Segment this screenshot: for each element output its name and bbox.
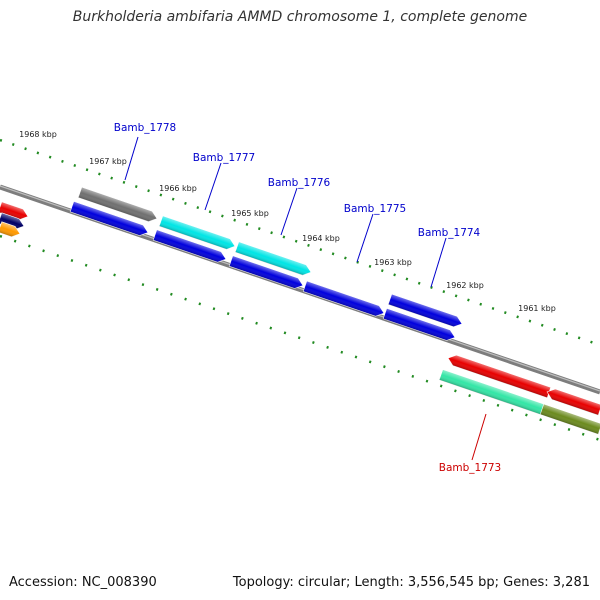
gene-arrow-olive[interactable] bbox=[539, 403, 600, 435]
leader-line-bamb-1774 bbox=[430, 237, 447, 288]
gene-arrow-blue-2[interactable] bbox=[152, 229, 228, 265]
kbp-tick-label: 1962 kbp bbox=[446, 281, 484, 290]
gene-label-bamb-1777[interactable]: Bamb_1777 bbox=[193, 152, 256, 164]
gene-arrow-blue-3[interactable] bbox=[228, 255, 305, 291]
gene-arrow-blue-1[interactable] bbox=[69, 201, 150, 237]
gene-label-bamb-1776[interactable]: Bamb_1776 bbox=[268, 177, 331, 189]
gene-arrow-left-red[interactable] bbox=[0, 201, 30, 222]
leader-line-bamb-1773 bbox=[471, 413, 487, 461]
gene-arrow-left-orange[interactable] bbox=[0, 221, 22, 239]
gene-arrow-red-reverse-2[interactable] bbox=[545, 387, 600, 416]
gene-label-bamb-1774[interactable]: Bamb_1774 bbox=[418, 227, 481, 239]
gene-arrow-bamb-1774[interactable] bbox=[387, 293, 464, 329]
leader-line-bamb-1777 bbox=[204, 162, 222, 211]
gene-arrow-red-reverse-1[interactable] bbox=[446, 353, 552, 399]
kbp-tick-label: 1963 kbp bbox=[374, 258, 412, 267]
kbp-tick-label: 1961 kbp bbox=[518, 304, 556, 313]
kbp-tick-label: 1965 kbp bbox=[231, 209, 269, 218]
gene-arrow-blue-4[interactable] bbox=[382, 307, 457, 342]
accession-text: Accession: NC_008390 bbox=[9, 575, 157, 590]
gene-arrow-bamb-1775[interactable] bbox=[302, 280, 386, 318]
inner-tick-ring bbox=[0, 234, 600, 442]
kbp-tick-label: 1968 kbp bbox=[19, 130, 57, 139]
kbp-tick-label: 1964 kbp bbox=[302, 234, 340, 243]
leader-line-bamb-1775 bbox=[356, 213, 374, 263]
kbp-tick-label: 1966 kbp bbox=[159, 184, 197, 193]
gene-arrow-bamb-1778[interactable] bbox=[77, 186, 159, 224]
map-title: Burkholderia ambifaria AMMD chromosome 1… bbox=[72, 9, 528, 25]
genome-summary-text: Topology: circular; Length: 3,556,545 bp… bbox=[232, 575, 590, 590]
outer-tick-ring bbox=[0, 138, 600, 347]
kbp-tick-label: 1967 kbp bbox=[89, 157, 127, 166]
gene-label-bamb-1775[interactable]: Bamb_1775 bbox=[344, 203, 407, 215]
gene-arrow-bamb-1777[interactable] bbox=[158, 215, 237, 252]
gene-arrow-bamb-1776[interactable] bbox=[234, 241, 313, 278]
gene-label-bamb-1778[interactable]: Bamb_1778 bbox=[114, 122, 177, 134]
leader-line-bamb-1778 bbox=[124, 136, 139, 181]
gene-label-bamb-1773[interactable]: Bamb_1773 bbox=[439, 462, 502, 474]
leader-line-bamb-1776 bbox=[280, 187, 298, 236]
